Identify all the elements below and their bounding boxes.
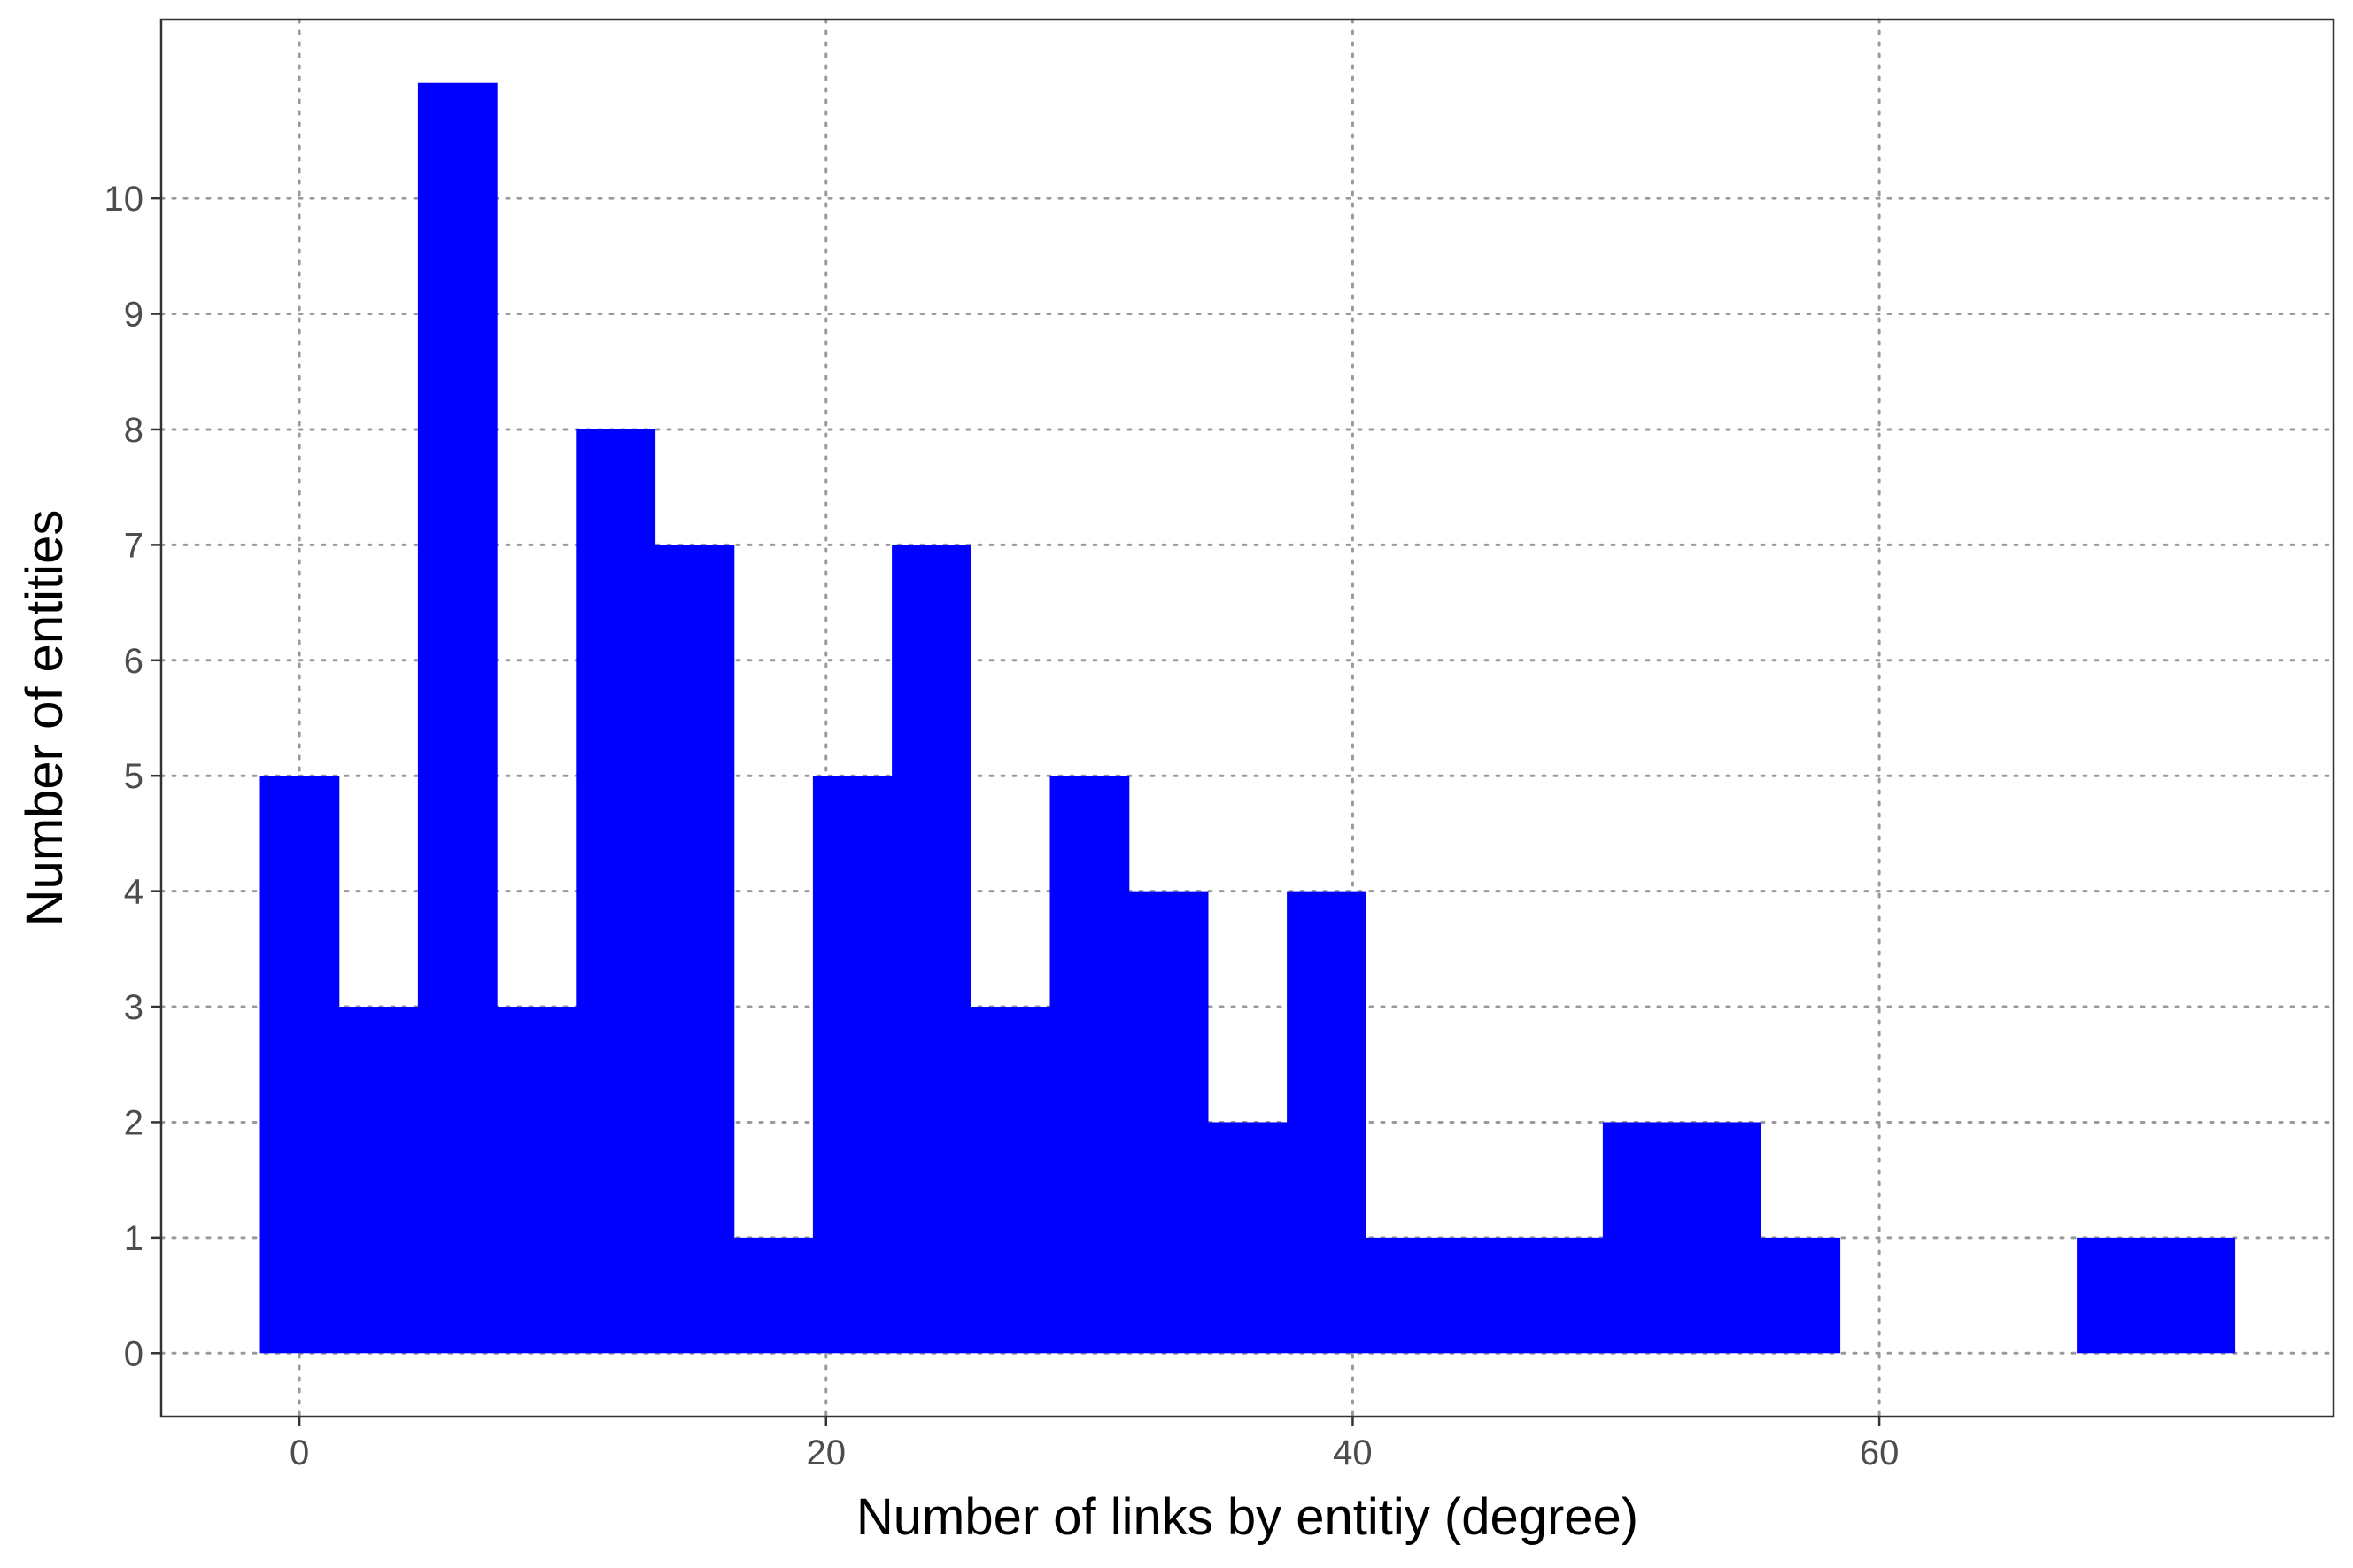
histogram-bar-4 xyxy=(576,429,656,1354)
y-tick-label-3: 3 xyxy=(124,988,143,1027)
y-tick-label-2: 2 xyxy=(124,1103,143,1142)
histogram-bar-2 xyxy=(417,82,498,1354)
y-tick-label-9: 9 xyxy=(124,296,143,335)
histogram-bar-11 xyxy=(1128,891,1209,1354)
plot-panel-border xyxy=(159,18,2335,1418)
histogram-bar-16 xyxy=(1523,1237,1604,1354)
histogram-bar-15 xyxy=(1444,1237,1525,1354)
x-axis-title: Number of links by entitiy (degree) xyxy=(856,1488,1638,1546)
y-tick-label-5: 5 xyxy=(124,757,143,796)
y-tick-label-10: 10 xyxy=(104,180,144,219)
y-tick-label-8: 8 xyxy=(124,411,143,450)
histogram-bars xyxy=(259,82,2236,1354)
y-tick-label-6: 6 xyxy=(124,642,143,681)
histogram-bar-24 xyxy=(2156,1237,2236,1354)
y-tick-label-0: 0 xyxy=(124,1334,143,1373)
y-tick-label-4: 4 xyxy=(124,873,143,912)
histogram-bar-8 xyxy=(892,545,971,1354)
y-axis-title: Number of entities xyxy=(16,510,74,927)
x-tick-label-60: 60 xyxy=(1860,1433,1900,1472)
histogram-bar-7 xyxy=(812,776,893,1354)
histogram-bar-5 xyxy=(654,545,735,1354)
x-tick-label-40: 40 xyxy=(1333,1433,1373,1472)
histogram-bar-10 xyxy=(1049,776,1130,1354)
grid-lines xyxy=(159,18,2335,1418)
histogram-bar-6 xyxy=(733,1237,814,1354)
histogram-bar-18 xyxy=(1682,1122,1761,1354)
histogram-bar-3 xyxy=(497,1007,577,1354)
histogram-bar-23 xyxy=(2077,1237,2156,1354)
x-tick-label-0: 0 xyxy=(290,1433,309,1472)
histogram-bar-13 xyxy=(1287,891,1366,1354)
histogram-bar-17 xyxy=(1602,1122,1683,1354)
histogram-bar-1 xyxy=(338,1007,419,1354)
histogram-bar-0 xyxy=(259,776,340,1354)
y-tick-label-1: 1 xyxy=(124,1219,143,1258)
histogram-bar-9 xyxy=(971,1007,1051,1354)
histogram-bar-14 xyxy=(1366,1237,1446,1354)
x-tick-label-20: 20 xyxy=(807,1433,847,1472)
axes: 0 1 2 3 4 5 6 7 8 9 10 0 20 40 60 xyxy=(104,180,1900,1472)
histogram-bar-19 xyxy=(1761,1237,1841,1354)
y-tick-label-7: 7 xyxy=(124,526,143,565)
histogram-bar-12 xyxy=(1207,1122,1288,1354)
